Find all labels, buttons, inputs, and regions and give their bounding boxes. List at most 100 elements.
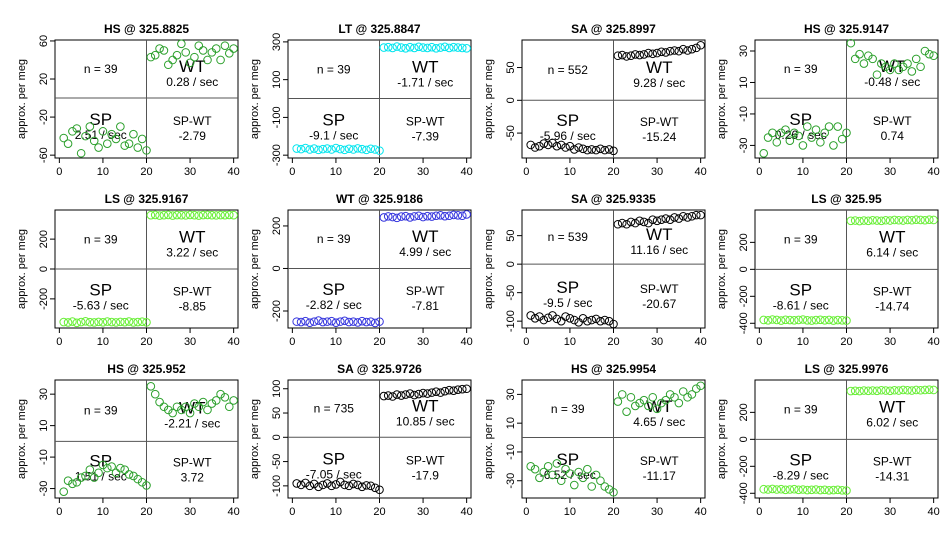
sp-point	[344, 481, 354, 491]
sp-point	[318, 480, 328, 490]
x-tick-label: 20	[140, 336, 152, 348]
wt-point	[224, 402, 234, 412]
wt-point	[661, 48, 671, 57]
wt-point	[168, 211, 177, 220]
wt-point	[674, 398, 684, 408]
sp-point	[776, 316, 786, 325]
wt-point	[890, 385, 899, 395]
wt-point	[444, 43, 454, 53]
sp-point	[98, 127, 108, 136]
panel-2: LT @ 325.8847 0 10 20 30 40 -300 -100 100 300 appr…	[249, 22, 473, 178]
n-label: n = 552	[548, 63, 589, 77]
sp-point	[94, 143, 103, 152]
wt-point	[872, 216, 882, 225]
wt-point	[907, 215, 917, 225]
sp-point	[137, 134, 147, 144]
x-tick-label: 0	[56, 506, 62, 518]
wt-point	[220, 210, 230, 220]
wt-point	[396, 43, 406, 52]
sp-point	[526, 462, 536, 471]
x-tick-label: 30	[884, 506, 896, 518]
wt-rate: 4.99 / sec	[399, 245, 451, 259]
sp-rate: -2.82 / sec	[306, 298, 362, 312]
wt-point	[457, 211, 467, 221]
wt-point	[911, 54, 921, 64]
wt-point	[216, 389, 225, 399]
sp-point	[802, 122, 812, 131]
sp-point	[314, 482, 323, 492]
x-tick-label: 40	[228, 166, 240, 178]
wt-point	[652, 216, 662, 226]
x-tick-label: 20	[373, 506, 385, 518]
x-tick-label: 10	[97, 336, 109, 348]
spwt-label: SP-WT	[173, 285, 212, 299]
spwt-value: 0.74	[881, 129, 905, 143]
sp-point	[842, 128, 851, 138]
wt-point	[881, 386, 891, 395]
wt-point	[907, 67, 917, 76]
x-tick-label: 40	[928, 336, 940, 348]
sp-point	[591, 314, 601, 324]
sp-point	[366, 317, 376, 326]
wt-point	[163, 210, 173, 220]
sp-point	[604, 316, 614, 326]
wt-point	[924, 215, 934, 225]
sp-point	[768, 128, 777, 138]
sp-point	[331, 143, 341, 153]
wt-point	[440, 211, 450, 221]
sp-point	[357, 482, 367, 492]
x-tick-label: 0	[756, 506, 762, 518]
sp-point	[543, 140, 553, 150]
y-tick-label: -400	[738, 312, 750, 334]
y-tick-label: 0	[738, 266, 750, 272]
wt-rate: 0.28 / sec	[166, 75, 218, 89]
sp-point	[116, 463, 125, 473]
wt-point	[440, 386, 450, 396]
sp-point	[76, 473, 86, 482]
sp-point	[587, 145, 597, 154]
sp-point	[301, 143, 310, 153]
sp-point	[565, 314, 575, 323]
sp-point	[802, 316, 812, 325]
wt-point	[898, 385, 908, 395]
wt-point	[150, 389, 160, 399]
wt-point	[855, 386, 864, 396]
sp-point	[68, 479, 77, 489]
sp-point	[72, 124, 82, 133]
y-tick-label: 0	[505, 97, 517, 103]
sp-point	[107, 129, 116, 139]
sp-point	[824, 122, 834, 131]
sp-point	[301, 316, 310, 326]
wt-point	[392, 213, 402, 223]
y-tick-label: -50	[505, 285, 517, 301]
panel-11: HS @ 325.9954 0 10 20 30 40 -30 -10 10 30 approx. …	[483, 362, 707, 518]
wt-point	[220, 393, 230, 402]
x-tick-label: 10	[330, 336, 342, 348]
wt-point	[220, 41, 230, 51]
sp-point	[353, 480, 363, 490]
x-tick-label: 30	[884, 166, 896, 178]
wt-point	[462, 44, 471, 53]
wt-point	[665, 46, 675, 56]
sp-point	[322, 479, 332, 488]
y-tick-label: -200	[38, 288, 50, 310]
wt-point	[177, 39, 186, 49]
wt-point	[885, 216, 895, 225]
sp-point	[133, 317, 143, 327]
wt-point	[168, 408, 177, 418]
wt-point	[850, 386, 860, 396]
y-tick-label: -20	[38, 109, 50, 125]
panel-6: WT @ 325.9186 0 10 20 30 40 -200 0 200 approx. pe…	[249, 192, 473, 348]
wt-point	[203, 405, 212, 415]
sp-point	[76, 148, 86, 158]
sp-point	[794, 131, 803, 141]
wt-point	[683, 213, 692, 222]
wt-point	[678, 44, 688, 54]
wt-point	[427, 212, 437, 221]
wt-point	[639, 50, 649, 59]
x-tick-label: 10	[97, 166, 109, 178]
wt-point	[181, 48, 191, 57]
wt-point	[177, 405, 186, 415]
sp-point	[539, 467, 549, 477]
y-tick-label: -100	[271, 475, 283, 497]
